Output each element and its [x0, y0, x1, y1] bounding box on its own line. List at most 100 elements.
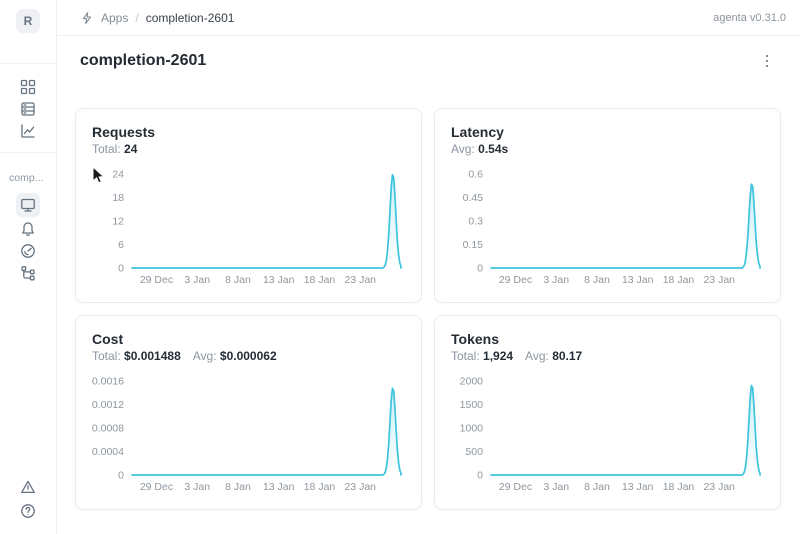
svg-text:0.15: 0.15 [463, 239, 484, 251]
stat: Avg: 0.54s [451, 141, 508, 158]
svg-text:8 Jan: 8 Jan [584, 481, 610, 493]
agenta-logo-icon [82, 11, 92, 24]
card-title: Requests [92, 124, 156, 140]
svg-text:8 Jan: 8 Jan [225, 481, 251, 493]
kebab-dot [765, 59, 769, 63]
more-options-button[interactable] [756, 50, 778, 72]
sidebar-item-registry[interactable] [16, 97, 40, 121]
cost-chart: 0.0016 0.0012 0.0008 0.0004 0 29 Dec 3 Jan 8 Ja… [92, 376, 402, 493]
sidebar-item-alerts[interactable] [16, 475, 40, 499]
svg-text:3 Jan: 3 Jan [543, 481, 569, 493]
svg-text:0: 0 [477, 263, 483, 275]
svg-text:3 Jan: 3 Jan [543, 274, 569, 286]
stat-value: 1,924 [483, 349, 514, 363]
svg-text:0.0004: 0.0004 [92, 446, 124, 458]
svg-text:1500: 1500 [460, 399, 484, 411]
card-stats: Total: $0.001488 Avg: $0.000062 [92, 348, 405, 365]
breadcrumb: Apps / completion-2601 [80, 11, 234, 25]
svg-text:29 Dec: 29 Dec [499, 481, 532, 493]
workspace-avatar[interactable]: R [16, 9, 40, 33]
svg-text:0.6: 0.6 [468, 169, 483, 181]
svg-text:13 Jan: 13 Jan [263, 481, 295, 493]
svg-text:0: 0 [118, 263, 124, 275]
svg-text:13 Jan: 13 Jan [622, 274, 654, 286]
svg-text:13 Jan: 13 Jan [622, 481, 654, 493]
card-title: Cost [92, 331, 124, 347]
svg-text:18: 18 [112, 192, 124, 204]
svg-text:23 Jan: 23 Jan [344, 481, 376, 493]
svg-text:6: 6 [118, 239, 124, 251]
metric-card-tokens: Tokens Total: 1,924 Avg: 80.17 2000 1500 10… [434, 315, 781, 510]
kebab-dot [765, 54, 769, 58]
svg-text:13 Jan: 13 Jan [263, 274, 295, 286]
card-stats: Total: 24 [92, 141, 405, 158]
breadcrumb-separator: / [135, 10, 139, 25]
card-stats: Avg: 0.54s [451, 141, 764, 158]
card-stats: Total: 1,924 Avg: 80.17 [451, 348, 764, 365]
sidebar: R comp... [0, 0, 57, 534]
stat-label: Avg: [192, 349, 220, 363]
svg-text:8 Jan: 8 Jan [225, 274, 251, 286]
svg-text:0.0008: 0.0008 [92, 423, 124, 435]
bell-icon [22, 222, 34, 236]
stat-value: $0.001488 [124, 349, 181, 363]
sidebar-item-analytics[interactable] [16, 119, 40, 143]
svg-text:29 Dec: 29 Dec [140, 481, 173, 493]
metric-card-latency: Latency Avg: 0.54s 0.6 0.45 0.3 0.15 0 29 Dec… [434, 108, 781, 303]
page-title: completion-2601 [80, 52, 207, 69]
sidebar-item-apps[interactable] [16, 75, 40, 99]
kebab-dot [765, 64, 769, 68]
svg-text:23 Jan: 23 Jan [703, 481, 735, 493]
line-chart-icon [21, 124, 35, 138]
tree-icon [21, 266, 35, 281]
title-row: completion-2601 [56, 36, 800, 86]
breadcrumb-current: completion-2601 [145, 10, 235, 25]
svg-text:18 Jan: 18 Jan [304, 274, 336, 286]
sidebar-divider [0, 63, 56, 64]
svg-text:18 Jan: 18 Jan [663, 274, 695, 286]
stat-label: Avg: [525, 349, 553, 363]
sidebar-item-help[interactable] [16, 499, 40, 523]
svg-text:0: 0 [477, 470, 483, 482]
tokens-chart: 2000 1500 1000 500 0 29 Dec 3 Jan 8 Jan 13 Jan 18… [460, 376, 761, 493]
sidebar-item-traces[interactable] [16, 261, 40, 285]
svg-text:3 Jan: 3 Jan [184, 481, 210, 493]
card-title: Tokens [451, 331, 499, 347]
svg-text:1000: 1000 [460, 423, 484, 435]
stat-value: 80.17 [552, 349, 583, 363]
metrics-grid: Requests Total: 24 24 18 12 6 0 29 Dec 3 Jan 8 … [75, 108, 781, 510]
help-icon [21, 504, 35, 518]
requests-chart: 24 18 12 6 0 29 Dec 3 Jan 8 Jan 13 Jan 18 Jan 23 J… [112, 169, 402, 286]
svg-text:0.3: 0.3 [468, 216, 483, 228]
svg-text:0.0016: 0.0016 [92, 376, 124, 388]
metric-card-cost: Cost Total: $0.001488 Avg: $0.000062 0.00… [75, 315, 422, 510]
svg-text:18 Jan: 18 Jan [663, 481, 695, 493]
sidebar-item-notifications[interactable] [16, 217, 40, 241]
stat: Avg: $0.000062 [193, 348, 277, 365]
stat: Total: $0.001488 [92, 348, 181, 365]
monitor-icon [21, 198, 35, 212]
gauge-icon [21, 244, 35, 258]
svg-text:29 Dec: 29 Dec [499, 274, 532, 286]
topbar: Apps / completion-2601 agenta v0.31.0 [56, 0, 800, 36]
app-version-label: agenta v0.31.0 [713, 11, 786, 24]
stat: Total: 24 [92, 141, 137, 158]
stat-label: Total: [92, 142, 125, 156]
svg-text:8 Jan: 8 Jan [584, 274, 610, 286]
stat-label: Total: [451, 349, 484, 363]
svg-text:0.45: 0.45 [463, 192, 484, 204]
svg-text:18 Jan: 18 Jan [304, 481, 336, 493]
stat-label: Avg: [451, 142, 479, 156]
svg-text:29 Dec: 29 Dec [140, 274, 173, 286]
sidebar-item-overview[interactable] [16, 193, 40, 217]
breadcrumb-apps-link[interactable]: Apps [101, 10, 129, 25]
metric-card-requests: Requests Total: 24 24 18 12 6 0 29 Dec 3 Jan 8 … [75, 108, 422, 303]
svg-text:2000: 2000 [460, 376, 484, 388]
grid-icon [20, 79, 36, 95]
stat: Avg: 80.17 [525, 348, 582, 365]
svg-text:0: 0 [118, 470, 124, 482]
stat: Total: 1,924 [451, 348, 513, 365]
latency-chart: 0.6 0.45 0.3 0.15 0 29 Dec 3 Jan 8 Jan 13 Jan 18 … [463, 169, 761, 286]
sidebar-item-evaluations[interactable] [16, 239, 40, 263]
